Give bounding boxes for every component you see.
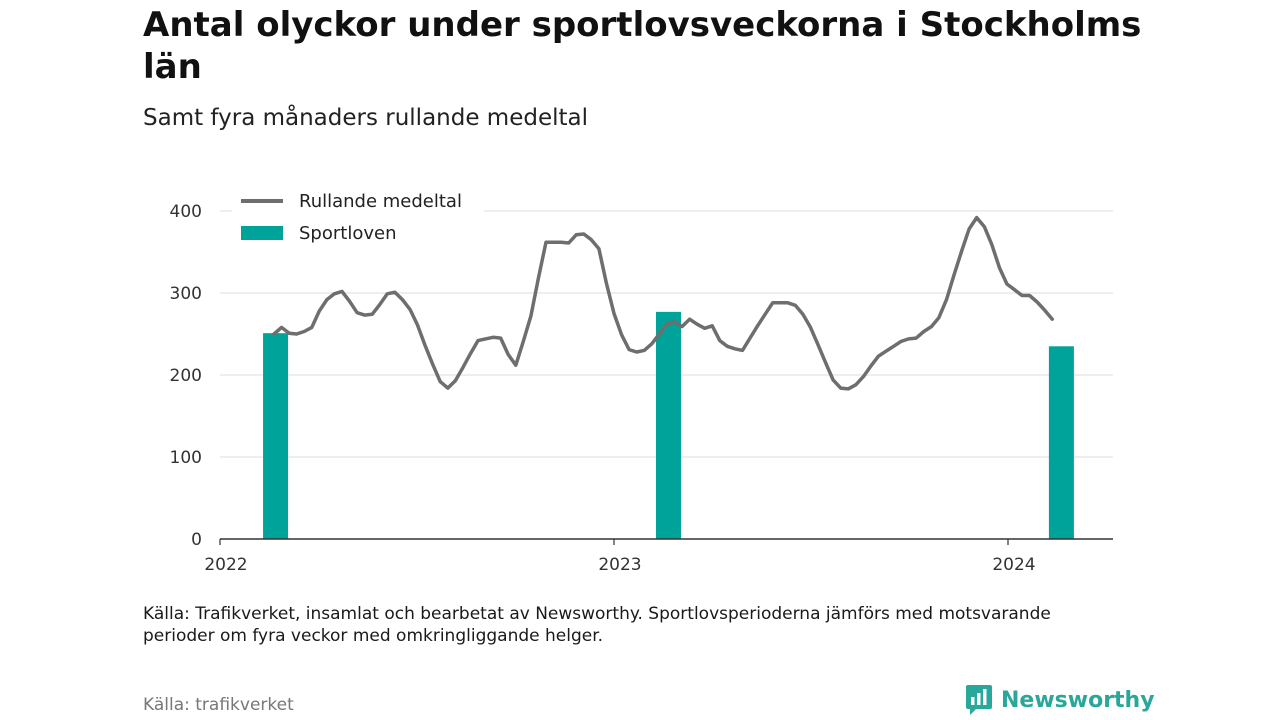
y-tick-label: 400 (170, 202, 202, 222)
legend-bar-swatch (241, 226, 283, 240)
y-tick-label: 300 (170, 284, 202, 304)
legend: Rullande medeltal Sportloven (232, 185, 484, 247)
chart: 0 100 200 300 400 2022 2023 2024 Rullande medel… (169, 185, 1113, 575)
rolling-average-line (272, 215, 1055, 391)
axes: 0 100 200 300 400 2022 2023 2024 (170, 202, 1113, 575)
rolling-average-path (272, 215, 1055, 391)
chart-title: Antal olyckor under sportlovsveckorna i … (143, 5, 1142, 87)
y-tick-label: 100 (170, 448, 202, 468)
source-note: Källa: Trafikverket, insamlat och bearbe… (143, 604, 1051, 646)
brand[interactable]: Newsworthy (965, 684, 1155, 716)
y-tick-label: 200 (170, 366, 202, 386)
x-tick-label: 2023 (598, 555, 641, 575)
y-tick-label: 0 (191, 530, 202, 550)
x-tick-label: 2024 (992, 555, 1035, 575)
sportlov-bar (655, 311, 681, 539)
chart-subtitle: Samt fyra månaders rullande medeltal (143, 105, 589, 131)
brand-name: Newsworthy (1001, 687, 1155, 713)
newsworthy-logo-icon (966, 685, 992, 715)
legend-label-sportlov: Sportloven (299, 223, 396, 244)
sportlov-bar (263, 333, 289, 539)
legend-label-rolling: Rullande medeltal (299, 191, 462, 212)
x-tick-label: 2022 (204, 555, 247, 575)
sportlov-bars (263, 311, 1074, 539)
sportlov-bar (1048, 346, 1074, 539)
source-label: Källa: trafikverket (143, 695, 294, 715)
